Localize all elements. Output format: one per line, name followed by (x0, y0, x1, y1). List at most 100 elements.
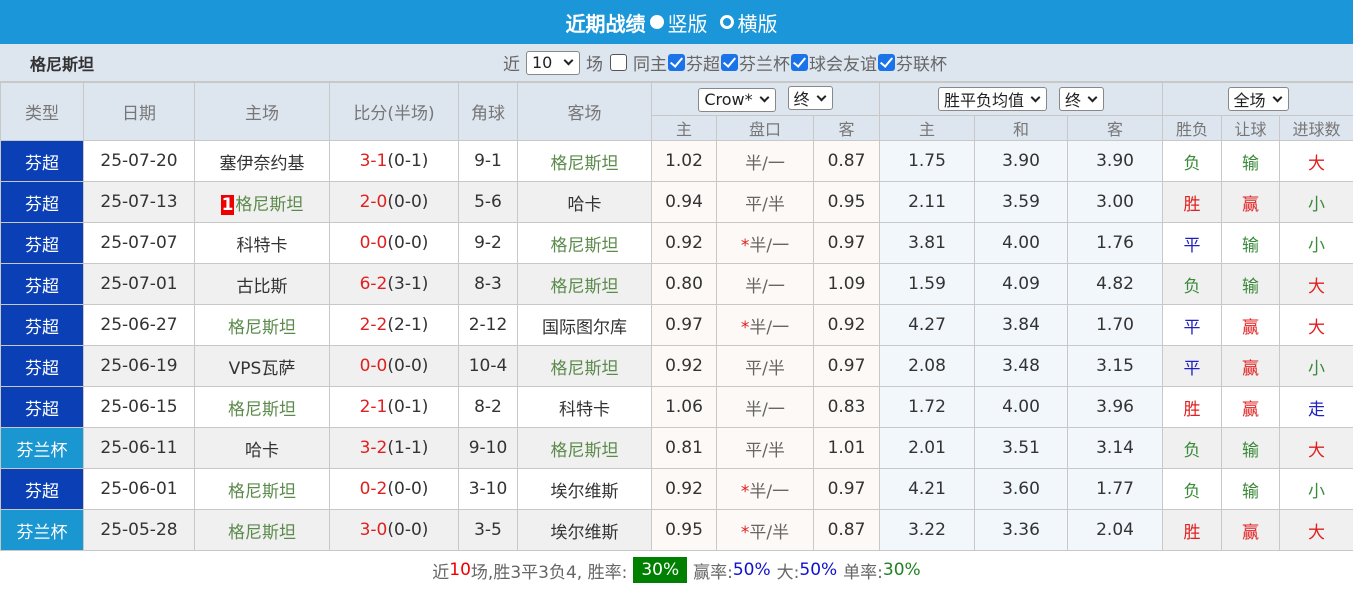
ah-line: 平/半 (717, 182, 814, 223)
result-wdl: 平 (1163, 223, 1222, 264)
col-corner: 角球 (459, 83, 518, 141)
checkbox-label[interactable]: 同主 (633, 50, 667, 75)
corners: 10-4 (459, 346, 518, 387)
ah-home-odds: 1.02 (652, 141, 717, 182)
score[interactable]: 3-0(0-0) (330, 510, 459, 551)
score[interactable]: 0-2(0-0) (330, 469, 459, 510)
checkbox-1[interactable] (668, 54, 685, 71)
ah-line: 半/一 (717, 264, 814, 305)
score[interactable]: 2-2(2-1) (330, 305, 459, 346)
ah-time-select[interactable]: 终 (788, 86, 833, 110)
away-team[interactable]: 科特卡 (518, 387, 652, 428)
match-date: 25-07-01 (84, 264, 195, 305)
score[interactable]: 2-1(0-1) (330, 387, 459, 428)
league-type[interactable]: 芬超 (1, 305, 84, 346)
league-type[interactable]: 芬超 (1, 223, 84, 264)
result-wdl: 胜 (1163, 387, 1222, 428)
home-team[interactable]: 格尼斯坦 (195, 305, 330, 346)
league-type[interactable]: 芬超 (1, 182, 84, 223)
result-wdl: 胜 (1163, 182, 1222, 223)
home-team-name[interactable]: VPS瓦萨 (229, 359, 296, 379)
checkbox-label[interactable]: 球会友谊 (809, 50, 877, 75)
ah-home-odds: 0.94 (652, 182, 717, 223)
league-type[interactable]: 芬超 (1, 469, 84, 510)
home-team[interactable]: 科特卡 (195, 223, 330, 264)
eu-draw-odds: 3.84 (975, 305, 1068, 346)
away-team[interactable]: 格尼斯坦 (518, 428, 652, 469)
home-team[interactable]: 格尼斯坦 (195, 387, 330, 428)
corners: 2-12 (459, 305, 518, 346)
league-type[interactable]: 芬兰杯 (1, 510, 84, 551)
home-team[interactable]: 哈卡 (195, 428, 330, 469)
label-horizontal[interactable]: 横版 (738, 8, 778, 37)
result-wdl: 平 (1163, 305, 1222, 346)
ah-line: 半/一 (717, 387, 814, 428)
score[interactable]: 6-2(3-1) (330, 264, 459, 305)
home-team-name[interactable]: 古比斯 (237, 277, 288, 297)
col-eu-away: 客 (1068, 116, 1163, 141)
away-team[interactable]: 埃尔维斯 (518, 510, 652, 551)
home-team-name[interactable]: 格尼斯坦 (235, 195, 303, 215)
eu-draw-odds: 3.48 (975, 346, 1068, 387)
checkbox-2[interactable] (721, 54, 738, 71)
home-team[interactable]: 塞伊奈约基 (195, 141, 330, 182)
league-type[interactable]: 芬超 (1, 346, 84, 387)
league-type[interactable]: 芬超 (1, 264, 84, 305)
away-team[interactable]: 国际图尔库 (518, 305, 652, 346)
league-type[interactable]: 芬兰杯 (1, 428, 84, 469)
checkbox-label[interactable]: 芬兰杯 (739, 50, 790, 75)
checkbox-3[interactable] (791, 54, 808, 71)
half-time-score: (0-1) (387, 151, 428, 171)
eu-type-select[interactable]: 胜平负均值 (938, 87, 1047, 111)
home-team[interactable]: 格尼斯坦 (195, 510, 330, 551)
league-type[interactable]: 芬超 (1, 387, 84, 428)
away-team[interactable]: 格尼斯坦 (518, 264, 652, 305)
away-team[interactable]: 埃尔维斯 (518, 469, 652, 510)
count-select[interactable]: 10 (526, 51, 580, 75)
score[interactable]: 0-0(0-0) (330, 346, 459, 387)
away-team[interactable]: 哈卡 (518, 182, 652, 223)
checkbox-label[interactable]: 芬超 (686, 50, 720, 75)
home-team-name[interactable]: 科特卡 (237, 236, 288, 256)
league-type[interactable]: 芬超 (1, 141, 84, 182)
ah-away-odds: 0.97 (814, 346, 880, 387)
away-team[interactable]: 格尼斯坦 (518, 346, 652, 387)
home-team-name[interactable]: 格尼斯坦 (228, 400, 296, 420)
corners: 8-2 (459, 387, 518, 428)
corners: 5-6 (459, 182, 518, 223)
eu-selects: 胜平负均值终 (880, 83, 1163, 116)
home-team[interactable]: 格尼斯坦 (195, 469, 330, 510)
away-team[interactable]: 格尼斯坦 (518, 223, 652, 264)
summary-text: 单率: (843, 558, 883, 583)
home-team-name[interactable]: 格尼斯坦 (228, 318, 296, 338)
ah-line-value: 半/一 (745, 277, 785, 297)
home-team-name[interactable]: 格尼斯坦 (228, 523, 296, 543)
period-select[interactable]: 全场 (1228, 87, 1289, 111)
half-time-score: (0-1) (387, 397, 428, 417)
home-team-name[interactable]: 格尼斯坦 (228, 482, 296, 502)
checkbox-0[interactable] (610, 54, 627, 71)
period-select-cell: 全场 (1163, 83, 1353, 116)
eu-time-select[interactable]: 终 (1059, 87, 1104, 111)
ah-company-select[interactable]: Crow* (698, 88, 775, 112)
checkbox-4[interactable] (878, 54, 895, 71)
radio-horizontal[interactable] (720, 15, 734, 29)
col-home: 主场 (195, 83, 330, 141)
label-vertical[interactable]: 竖版 (668, 8, 708, 37)
radio-vertical[interactable] (650, 15, 664, 29)
score[interactable]: 3-1(0-1) (330, 141, 459, 182)
home-team[interactable]: 古比斯 (195, 264, 330, 305)
home-team-name[interactable]: 哈卡 (245, 441, 279, 461)
eu-draw-odds: 3.60 (975, 469, 1068, 510)
result-goals: 走 (1280, 387, 1353, 428)
checkbox-label[interactable]: 芬联杯 (896, 50, 947, 75)
score[interactable]: 2-0(0-0) (330, 182, 459, 223)
home-team[interactable]: VPS瓦萨 (195, 346, 330, 387)
away-team[interactable]: 格尼斯坦 (518, 141, 652, 182)
home-team-name[interactable]: 塞伊奈约基 (220, 154, 305, 174)
score[interactable]: 0-0(0-0) (330, 223, 459, 264)
match-date: 25-06-11 (84, 428, 195, 469)
result-wdl: 负 (1163, 469, 1222, 510)
score[interactable]: 3-2(1-1) (330, 428, 459, 469)
